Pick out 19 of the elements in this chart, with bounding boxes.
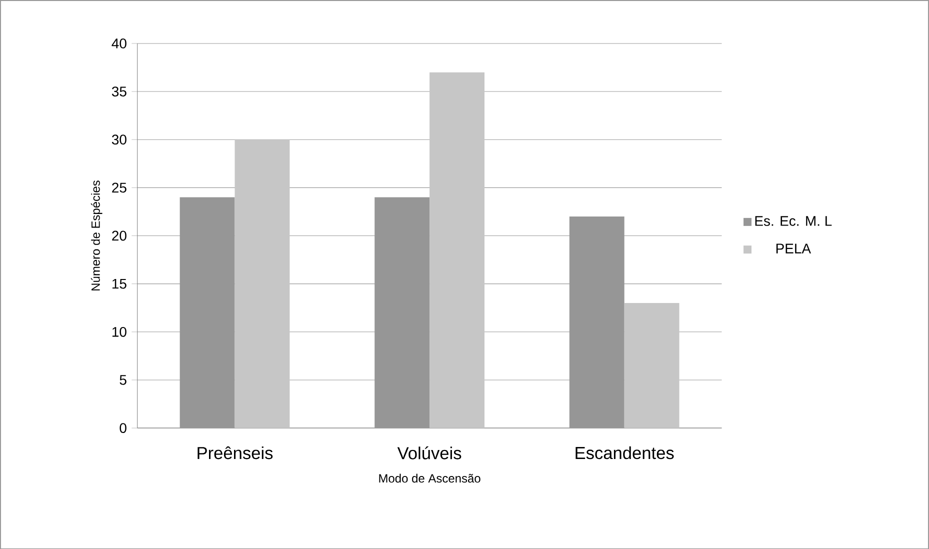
y-tick-label: 30 — [112, 134, 126, 144]
x-tick-label: Escandentes — [576, 446, 674, 459]
y-tick-label: 25 — [112, 182, 126, 192]
y-tick-label: 10 — [112, 326, 126, 337]
legend-label: Es. Ec. M. L — [755, 216, 832, 226]
x-axis-title: Modo de Ascensão — [379, 474, 480, 482]
bar — [624, 302, 680, 428]
x-tick-label: Volúveis — [397, 446, 462, 460]
y-tick-label: 35 — [112, 86, 126, 96]
bar — [234, 139, 290, 428]
bar — [430, 72, 484, 428]
y-tick-label: 0 — [120, 422, 126, 433]
x-tick-label: Preênseis — [198, 446, 273, 459]
y-tick-label: 40 — [112, 38, 126, 48]
y-axis-title: Número de Espécies — [90, 180, 102, 290]
y-tick-label: 5 — [120, 374, 126, 385]
y-tick-label: 20 — [112, 230, 126, 241]
y-tick-label: 15 — [112, 278, 126, 289]
legend-label: PELA — [776, 244, 812, 254]
